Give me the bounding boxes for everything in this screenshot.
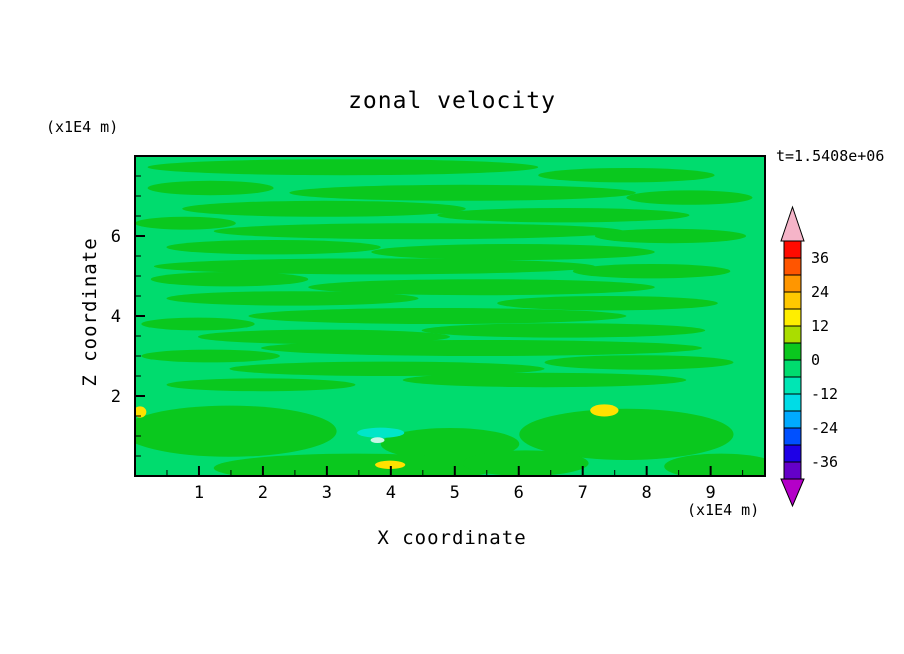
- contour-band: [497, 296, 718, 311]
- y-tick-label: 2: [111, 387, 121, 407]
- x-tick-label: 3: [322, 483, 332, 503]
- contour-extremum: [135, 406, 147, 418]
- colorbar-tick-label: -36: [811, 453, 838, 471]
- colorbar-tick-label: -24: [811, 419, 838, 437]
- contour-band: [421, 323, 706, 338]
- y-tick-label: 4: [111, 307, 121, 327]
- contour-band: [213, 223, 624, 240]
- contour-band: [141, 317, 255, 331]
- contour-extremum: [375, 460, 406, 469]
- x-tick-label: 4: [386, 483, 396, 503]
- colorbar-segment: [783, 325, 802, 344]
- colorbar-segment: [783, 359, 802, 378]
- x-axis-label: X coordinate: [377, 527, 527, 549]
- x-tick-label: 7: [578, 483, 588, 503]
- colorbar-tick-label: 36: [811, 249, 829, 267]
- colorbar-tick-label: 12: [811, 317, 829, 335]
- plot-frame: [134, 155, 766, 477]
- contour-band: [135, 405, 337, 457]
- contour-band: [626, 190, 753, 205]
- contour-band: [402, 372, 687, 388]
- contour-band: [229, 361, 545, 376]
- colorbar-over-arrow: [780, 205, 805, 242]
- colorbar-segment: [783, 274, 802, 293]
- contour-band: [437, 208, 690, 223]
- contour-band: [462, 450, 589, 476]
- colorbar-tick-label: -12: [811, 385, 838, 403]
- y-tick-label: 6: [111, 227, 121, 247]
- contour-band: [213, 453, 498, 476]
- y-axis-unit-label: (x1E4 m): [46, 118, 119, 136]
- colorbar-segment: [783, 461, 802, 480]
- x-tick-label: 8: [642, 483, 652, 503]
- colorbar-segment: [783, 444, 802, 463]
- contour-band: [166, 378, 356, 392]
- x-axis-unit-label: (x1E4 m): [687, 501, 760, 519]
- colorbar-segment: [783, 308, 802, 327]
- contour-band: [380, 428, 520, 460]
- colorbar-under-arrow: [780, 478, 805, 508]
- contour-band: [150, 272, 309, 287]
- colorbar-segment: [783, 427, 802, 446]
- contour-band: [371, 244, 655, 260]
- colorbar-segment: [783, 376, 802, 395]
- x-tick-label: 6: [514, 483, 524, 503]
- contour-extremum: [590, 404, 619, 417]
- contour-band: [538, 168, 715, 183]
- colorbar-segment: [783, 291, 802, 310]
- contour-band: [153, 258, 595, 275]
- contour-band: [261, 340, 702, 356]
- contour-band: [594, 228, 747, 244]
- colorbar-segment: [783, 393, 802, 412]
- time-annotation: t=1.5408e+06: [776, 147, 885, 165]
- contour-band: [289, 184, 636, 201]
- contour-band: [135, 216, 236, 230]
- contour-extremum: [357, 427, 405, 438]
- contour-extremum: [370, 437, 385, 444]
- contour-band: [147, 159, 539, 176]
- chart-title: zonal velocity: [348, 88, 556, 114]
- contour-band: [166, 240, 381, 255]
- contour-band: [572, 264, 731, 279]
- x-tick-label: 5: [450, 483, 460, 503]
- contour-band: [147, 180, 274, 196]
- colorbar-segment: [783, 410, 802, 429]
- x-tick-label: 2: [258, 483, 268, 503]
- contour-band: [519, 408, 734, 460]
- contour-band: [198, 329, 450, 344]
- contour-band: [308, 279, 655, 296]
- colorbar-segment: [783, 240, 802, 259]
- velocity-field: [135, 156, 765, 476]
- contour-band: [182, 200, 466, 217]
- colorbar-tick-label: 24: [811, 283, 829, 301]
- contour-band: [544, 355, 734, 370]
- contour-band: [664, 453, 765, 476]
- contour-band: [248, 308, 627, 324]
- colorbar-segment: [783, 257, 802, 276]
- x-tick-label: 1: [194, 483, 204, 503]
- colorbar-tick-label: 0: [811, 351, 820, 369]
- contour-band: [141, 349, 280, 363]
- colorbar-segment: [783, 342, 802, 361]
- contour-band: [166, 291, 419, 306]
- x-tick-label: 9: [706, 483, 716, 503]
